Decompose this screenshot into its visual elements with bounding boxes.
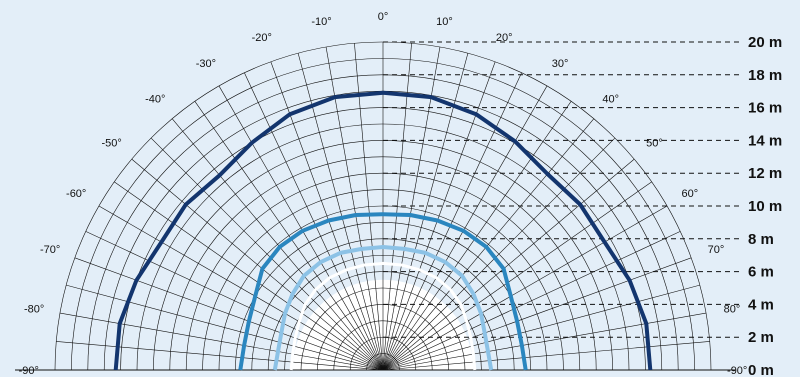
grid-spoke [59,312,384,371]
grid-spoke [382,284,700,371]
distance-leader-lines [383,41,742,338]
series-line-1 [113,90,653,371]
angle-label: -80° [24,304,44,316]
grid-spoke [131,158,384,371]
angle-label: -90° [727,365,747,377]
grid-spoke [382,72,522,371]
angle-label: -90° [19,365,39,377]
distance-label: 20 m [748,34,782,51]
distance-label: 0 m [748,362,774,377]
grid-spoke [56,341,384,371]
distance-label: 4 m [748,296,774,313]
grid-spoke [98,205,384,371]
grid-spoke [382,137,616,371]
grid-spoke [194,101,384,371]
distance-label: 12 m [748,165,782,182]
distance-label: 14 m [748,132,782,149]
distance-label: 2 m [748,329,774,346]
range-series [113,90,653,371]
distance-labels: 0 m 2 m 4 m 6 m 8 m 10 m 12 m 14 m 16 m 18 m 20 m [748,34,782,377]
angle-label: -40° [145,94,165,106]
series-line-3 [272,245,494,371]
angle-label: -20° [252,32,272,44]
angle-label: 30° [552,58,569,70]
angle-label: -70° [40,244,60,256]
grid-spoke [171,118,384,371]
grid-spoke [382,312,707,371]
grid-spoke [382,46,441,371]
grid-spoke [382,158,635,371]
angle-labels: -90° -80° -70° -60° -50° -40° -30° -20° -10° 0° 10… [19,11,748,377]
distance-label: 18 m [748,67,782,84]
angle-label: -60° [66,188,86,200]
grid-spoke [382,118,595,371]
angle-label: 40° [602,94,619,106]
grid-spoke [382,101,572,371]
grid-spoke [382,231,681,371]
distance-label: 6 m [748,264,774,281]
angle-label: 60° [681,188,698,200]
grid-spoke [150,137,384,371]
angle-label: 80° [724,304,741,316]
grid-spoke [382,205,668,371]
grid-spoke [244,72,384,371]
distance-label: 8 m [748,231,774,248]
angle-label: 50° [646,137,663,149]
angle-label: 0° [378,11,389,23]
angle-label: 10° [436,16,453,28]
grid-spoke [85,231,384,371]
angle-label: 70° [708,244,725,256]
grid-spoke [382,181,652,371]
grid-spoke [382,43,412,371]
distance-label: 10 m [748,198,782,215]
angle-label: -30° [196,58,216,70]
series-line-2 [238,212,528,371]
series-line-4 [289,261,477,371]
angle-label: 20° [496,32,513,44]
angle-label: -10° [311,16,331,28]
grid-spoke [382,257,692,371]
grid-spoke [66,284,384,371]
grid-spoke [218,85,384,371]
angle-label: -50° [101,137,121,149]
grid-spoke [325,46,384,371]
grid-spoke [382,341,710,371]
grid-spoke [74,257,384,371]
grid-spoke [382,85,548,371]
distance-label: 16 m [748,100,782,117]
grid-spoke [354,43,384,371]
grid-spoke [114,181,384,371]
